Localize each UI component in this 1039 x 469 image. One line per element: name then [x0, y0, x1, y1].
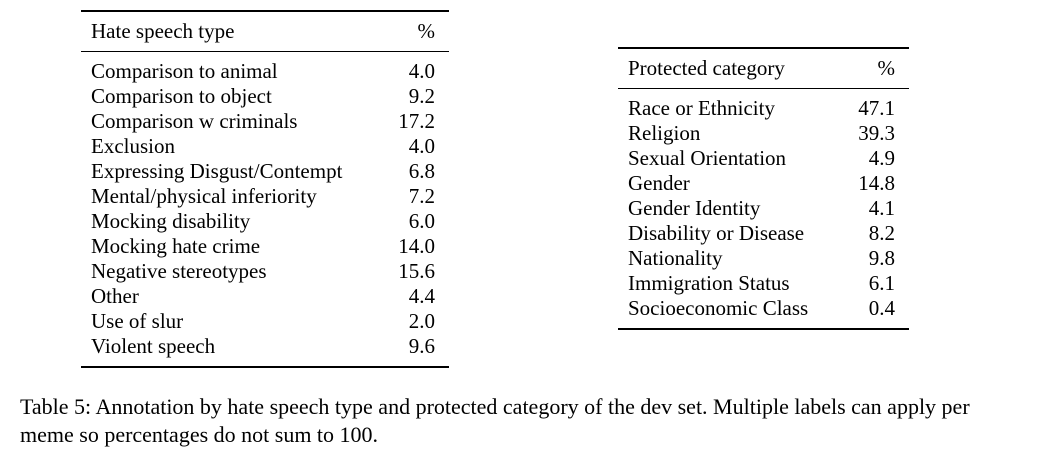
row-label: Comparison w criminals: [91, 109, 298, 133]
row-label: Disability or Disease: [628, 221, 805, 245]
table-body: Race or Ethnicity 47.1 Religion 39.3 Sexual …: [618, 89, 909, 330]
column-header-hate-speech-type: Hate speech type: [81, 11, 390, 52]
row-value: 39.3: [858, 121, 895, 145]
table-row: Religion 39.3: [618, 121, 909, 146]
table-row: Other 4.4: [81, 284, 449, 309]
row-label: Use of slur: [91, 309, 184, 333]
row-label: Mental/physical inferiority: [91, 184, 317, 208]
row-label: Religion: [628, 121, 701, 145]
table-row: Immigration Status 6.1: [618, 271, 909, 296]
row-value: 9.6: [408, 334, 435, 358]
protected-category-table: Protected category % Race or Ethnicity 47…: [618, 47, 909, 330]
row-value: 14.8: [858, 171, 895, 195]
table-row: Mental/physical inferiority 7.2: [81, 184, 449, 209]
row-value: 9.2: [408, 84, 435, 108]
table-row: Gender 14.8: [618, 171, 909, 196]
row-value: 4.0: [408, 134, 435, 158]
row-label: Other: [91, 284, 139, 308]
row-value: 2.0: [408, 309, 435, 333]
row-label: Expressing Disgust/Contempt: [91, 159, 343, 183]
table-row: Use of slur 2.0: [81, 309, 449, 334]
table-row: Socioeconomic Class 0.4: [618, 296, 909, 329]
row-value: 7.2: [408, 184, 435, 208]
row-value: 8.2: [868, 221, 895, 245]
column-header-percent: %: [847, 48, 909, 89]
table-row: Violent speech 9.6: [81, 334, 449, 367]
row-value: 47.1: [858, 96, 895, 120]
row-label: Immigration Status: [628, 271, 790, 295]
column-header-percent: %: [389, 11, 449, 52]
row-value: 4.0: [408, 59, 435, 83]
table-caption: Table 5: Annotation by hate speech type …: [20, 394, 970, 447]
table-row: Gender Identity 4.1: [618, 196, 909, 221]
row-label: Gender Identity: [628, 196, 761, 220]
row-value: 0.4: [868, 296, 895, 320]
row-label: Exclusion: [91, 134, 175, 158]
row-value: 4.4: [408, 284, 435, 308]
table-row: Exclusion 4.0: [81, 134, 449, 159]
table-row: Negative stereotypes 15.6: [81, 259, 449, 284]
row-value: 9.8: [868, 246, 895, 270]
row-label: Negative stereotypes: [91, 259, 267, 283]
table-row: Expressing Disgust/Contempt 6.8: [81, 159, 449, 184]
row-label: Socioeconomic Class: [628, 296, 809, 320]
row-label: Nationality: [628, 246, 723, 270]
table-row: Comparison w criminals 17.2: [81, 109, 449, 134]
table-row: Mocking disability 6.0: [81, 209, 449, 234]
row-value: 4.9: [868, 146, 895, 170]
table-header-row: Hate speech type %: [81, 11, 449, 52]
row-label: Violent speech: [91, 334, 216, 358]
table-row: Comparison to animal 4.0: [81, 52, 449, 85]
row-label: Comparison to object: [91, 84, 272, 108]
row-value: 6.1: [868, 271, 895, 295]
table-row: Sexual Orientation 4.9: [618, 146, 909, 171]
table-body: Comparison to animal 4.0 Comparison to obj…: [81, 52, 449, 368]
row-value: 6.0: [408, 209, 435, 233]
row-value: 6.8: [408, 159, 435, 183]
row-value: 14.0: [398, 234, 435, 258]
table-row: Race or Ethnicity 47.1: [618, 89, 909, 122]
hate-speech-type-table: Hate speech type % Comparison to animal 4…: [81, 10, 449, 368]
row-label: Mocking disability: [91, 209, 251, 233]
row-label: Mocking hate crime: [91, 234, 261, 258]
column-header-protected-category: Protected category: [618, 48, 848, 89]
table-row: Disability or Disease 8.2: [618, 221, 909, 246]
row-value: 17.2: [398, 109, 435, 133]
row-label: Race or Ethnicity: [628, 96, 775, 120]
row-value: 15.6: [398, 259, 435, 283]
table-row: Mocking hate crime 14.0: [81, 234, 449, 259]
row-label: Gender: [628, 171, 690, 195]
row-value: 4.1: [868, 196, 895, 220]
table-header-row: Protected category %: [618, 48, 909, 89]
row-label: Comparison to animal: [91, 59, 278, 83]
row-label: Sexual Orientation: [628, 146, 787, 170]
table-row: Nationality 9.8: [618, 246, 909, 271]
table-row: Comparison to object 9.2: [81, 84, 449, 109]
